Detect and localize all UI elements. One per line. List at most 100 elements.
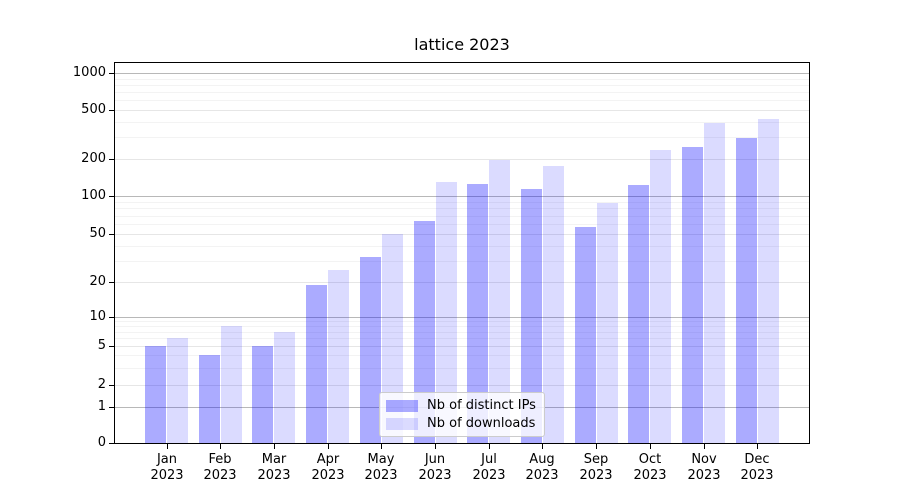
x-tick-label-sep-2023: Sep 2023	[579, 452, 613, 483]
bar-nb-of-distinct-ips-nov-2023	[682, 147, 703, 443]
legend-swatch-downloads	[386, 417, 418, 430]
y-tick-label-100: 100	[81, 188, 106, 203]
bar-nb-of-downloads-jun-2023	[436, 182, 457, 443]
x-tick-label-nov-2023: Nov 2023	[687, 452, 721, 483]
y-tick-label-5: 5	[97, 338, 106, 353]
gridline-50	[115, 234, 809, 235]
y-tick-label-2: 2	[97, 377, 106, 392]
x-tick-mark-mar-2023	[274, 443, 275, 449]
y-tick-mark-200	[109, 159, 115, 160]
y-tick-mark-500	[109, 110, 115, 111]
gridline-8	[115, 326, 809, 327]
bar-nb-of-distinct-ips-jun-2023	[414, 221, 435, 443]
x-tick-mark-feb-2023	[220, 443, 221, 449]
y-tick-mark-1	[109, 407, 115, 408]
bar-nb-of-distinct-ips-dec-2023	[736, 138, 757, 443]
gridline-5	[115, 346, 809, 347]
gridline-80	[115, 208, 809, 209]
x-tick-mark-dec-2023	[757, 443, 758, 449]
y-tick-label-0: 0	[97, 435, 106, 450]
gridline-200	[115, 159, 809, 160]
bar-nb-of-downloads-nov-2023	[704, 123, 725, 443]
x-tick-label-jun-2023: Jun 2023	[418, 452, 452, 483]
x-tick-label-mar-2023: Mar 2023	[257, 452, 291, 483]
bar-nb-of-downloads-jul-2023	[489, 160, 510, 443]
legend-swatch-distinct-ips	[386, 399, 418, 412]
bar-nb-of-downloads-feb-2023	[221, 326, 242, 443]
gridline-9	[115, 321, 809, 322]
legend-label-distinct-ips: Nb of distinct IPs	[427, 398, 536, 413]
gridline-300	[115, 137, 809, 138]
gridline-400	[115, 122, 809, 123]
x-tick-mark-apr-2023	[328, 443, 329, 449]
gridline-6	[115, 338, 809, 339]
y-tick-mark-100	[109, 196, 115, 197]
bar-nb-of-downloads-apr-2023	[328, 270, 349, 443]
bar-nb-of-distinct-ips-oct-2023	[628, 185, 649, 443]
gridline-10	[115, 317, 809, 318]
bar-nb-of-distinct-ips-may-2023	[360, 257, 381, 443]
gridline-2	[115, 385, 809, 386]
y-tick-mark-1000	[109, 73, 115, 74]
x-tick-label-apr-2023: Apr 2023	[311, 452, 345, 483]
y-tick-label-500: 500	[81, 102, 106, 117]
gridline-800	[115, 85, 809, 86]
chart-title: lattice 2023	[414, 35, 510, 54]
gridline-90	[115, 202, 809, 203]
gridline-3	[115, 368, 809, 369]
gridline-1000	[115, 73, 809, 74]
bar-nb-of-distinct-ips-jan-2023	[145, 346, 166, 443]
gridline-30	[115, 261, 809, 262]
gridline-700	[115, 92, 809, 93]
gridline-900	[115, 79, 809, 80]
bar-nb-of-downloads-oct-2023	[650, 150, 671, 443]
x-tick-label-feb-2023: Feb 2023	[203, 452, 237, 483]
x-tick-mark-nov-2023	[704, 443, 705, 449]
legend-item-distinct-ips: Nb of distinct IPs	[386, 398, 536, 413]
bar-nb-of-distinct-ips-aug-2023	[521, 189, 542, 443]
gridline-600	[115, 100, 809, 101]
bar-nb-of-downloads-dec-2023	[758, 119, 779, 443]
gridline-20	[115, 282, 809, 283]
y-tick-mark-2	[109, 385, 115, 386]
x-tick-mark-jan-2023	[167, 443, 168, 449]
bar-nb-of-downloads-aug-2023	[543, 166, 564, 443]
x-tick-label-may-2023: May 2023	[364, 452, 398, 483]
y-tick-label-20: 20	[89, 274, 106, 289]
x-tick-label-dec-2023: Dec 2023	[740, 452, 774, 483]
x-tick-mark-jun-2023	[435, 443, 436, 449]
x-tick-mark-sep-2023	[596, 443, 597, 449]
x-tick-mark-may-2023	[381, 443, 382, 449]
bar-nb-of-distinct-ips-mar-2023	[252, 346, 273, 443]
gridline-7	[115, 332, 809, 333]
gridline-60	[115, 224, 809, 225]
gridline-500	[115, 110, 809, 111]
y-tick-mark-20	[109, 282, 115, 283]
y-tick-mark-0	[109, 443, 115, 444]
y-tick-mark-10	[109, 317, 115, 318]
x-tick-label-jul-2023: Jul 2023	[472, 452, 506, 483]
x-tick-mark-oct-2023	[650, 443, 651, 449]
x-tick-mark-jul-2023	[489, 443, 490, 449]
legend: Nb of distinct IPs Nb of downloads	[379, 392, 545, 437]
plot-area	[114, 62, 810, 444]
gridline-40	[115, 246, 809, 247]
x-tick-label-oct-2023: Oct 2023	[633, 452, 667, 483]
x-tick-label-jan-2023: Jan 2023	[150, 452, 184, 483]
bar-nb-of-distinct-ips-apr-2023	[306, 285, 327, 443]
y-tick-label-200: 200	[81, 151, 106, 166]
bar-nb-of-distinct-ips-jul-2023	[467, 184, 488, 443]
x-tick-label-aug-2023: Aug 2023	[525, 452, 559, 483]
bar-nb-of-downloads-may-2023	[382, 234, 403, 443]
legend-item-downloads: Nb of downloads	[386, 416, 536, 431]
y-tick-label-50: 50	[89, 226, 106, 241]
y-tick-mark-50	[109, 234, 115, 235]
bar-nb-of-downloads-sep-2023	[597, 203, 618, 443]
bar-nb-of-downloads-mar-2023	[274, 332, 295, 443]
y-tick-mark-5	[109, 346, 115, 347]
y-tick-label-1000: 1000	[72, 65, 106, 80]
gridline-4	[115, 355, 809, 356]
bar-nb-of-distinct-ips-sep-2023	[575, 227, 596, 443]
legend-label-downloads: Nb of downloads	[427, 416, 536, 431]
